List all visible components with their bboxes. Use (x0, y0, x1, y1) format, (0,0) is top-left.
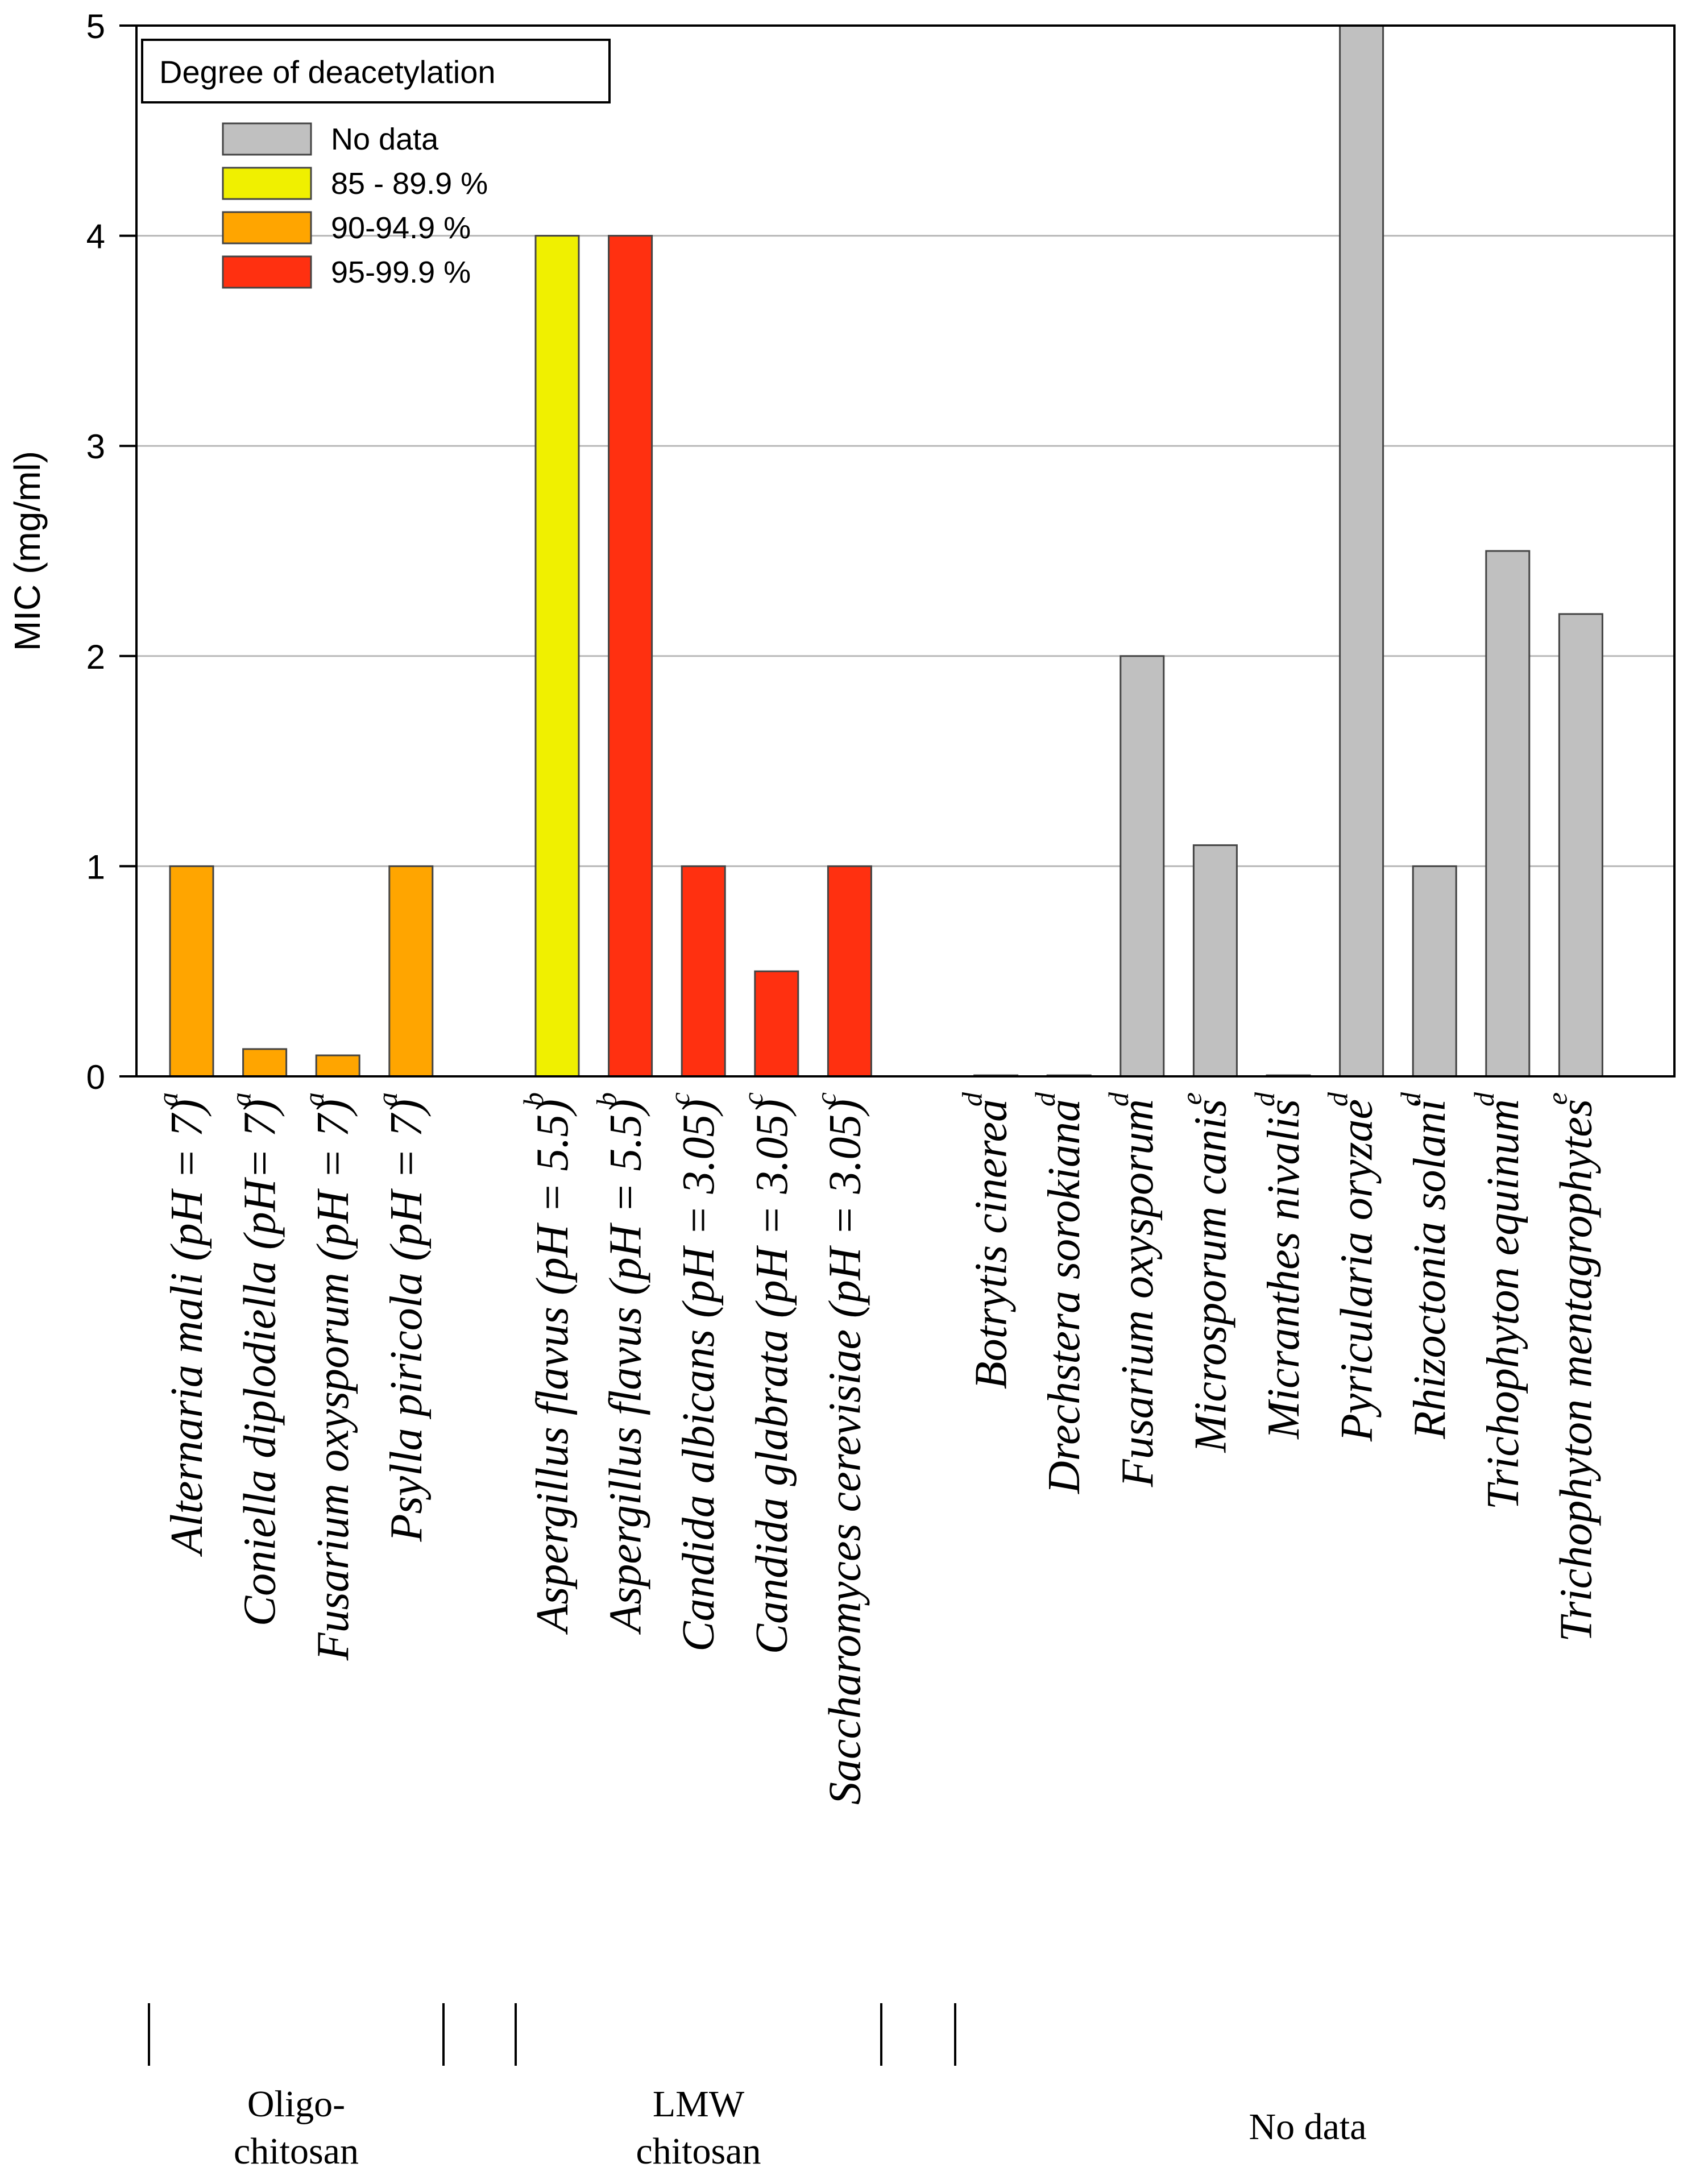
bar (534, 235, 580, 1078)
x-tick-label: Rhizoctonia solani (1405, 1099, 1455, 1440)
bar (1485, 550, 1531, 1078)
legend-entry-label: 95-99.9 % (331, 255, 471, 289)
reference-letter: e (1541, 1092, 1573, 1105)
x-tick-label: Micranthes nivalis (1259, 1099, 1309, 1440)
reference-letter: d (1468, 1092, 1500, 1106)
x-tick-label: Microsporum canis (1185, 1099, 1235, 1453)
y-tick-label: 5 (86, 7, 105, 45)
x-tick-label: Psylla piricola (pH = 7) (382, 1099, 432, 1542)
x-tick-label: Saccharomyces cerevisiae (pH = 3.05) (820, 1099, 870, 1805)
bar (608, 235, 653, 1078)
y-tick-label: 0 (86, 1058, 105, 1096)
x-tick-label: Drechstera sorokiana (1039, 1099, 1089, 1494)
x-tick-label: Aspergillus flavus (pH = 5.5) (528, 1099, 578, 1635)
reference-letter: a (152, 1092, 184, 1106)
reference-letter: d (956, 1092, 988, 1106)
reference-letter: c (664, 1092, 695, 1105)
bar (827, 865, 872, 1078)
group-label-line2: chitosan (234, 2131, 359, 2172)
bar (169, 865, 214, 1078)
bar-series (169, 24, 1603, 1078)
legend-swatch (222, 167, 312, 200)
reference-letter: e (1175, 1092, 1207, 1105)
legend: Degree of deacetylation No data 85 - 89.9… (141, 39, 611, 289)
reference-letter: b (591, 1092, 623, 1106)
group-brackets: Oligo-chitosan LMW chitosan No data (148, 2003, 1367, 2172)
bar (681, 865, 726, 1078)
group-label-line2: chitosan (636, 2131, 761, 2172)
group-label-line1: Oligo- (247, 2083, 345, 2125)
reference-letter: d (1029, 1092, 1061, 1106)
legend-entry-label: 85 - 89.9 % (331, 167, 488, 201)
legend-swatch (222, 211, 312, 244)
reference-letter: a (371, 1092, 403, 1106)
group-label-line1: LMW (653, 2083, 745, 2125)
x-axis-labels: Alternaria mali (pH = 7)a Coniella diplod… (152, 1092, 1601, 1805)
bar (1558, 613, 1603, 1078)
reference-letter: d (1102, 1092, 1134, 1106)
reference-letter: d (1249, 1092, 1280, 1106)
reference-letter: a (298, 1092, 330, 1106)
plot-frame (135, 24, 1676, 1078)
legend-title: Degree of deacetylation (159, 54, 496, 90)
y-tick-label: 1 (86, 848, 105, 886)
y-tick-label: 4 (86, 218, 105, 256)
group-label: No data (1249, 2106, 1366, 2148)
x-tick-label: Fusarium oxysporum (1113, 1099, 1163, 1487)
legend-swatch (222, 122, 312, 156)
x-tick-label: Pyricularia oryzae (1332, 1099, 1382, 1442)
bar (754, 970, 799, 1078)
legend-title-box (141, 39, 611, 103)
bar (1119, 655, 1165, 1078)
bar (315, 1054, 360, 1078)
bar (1412, 865, 1457, 1078)
legend-entry-label: 90-94.9 % (331, 211, 471, 245)
x-tick-label: Candida glabrata (pH = 3.05) (747, 1099, 797, 1654)
x-tick-label: Alternaria mali (pH = 7) (162, 1099, 212, 1557)
x-tick-label: Candida albicans (pH = 3.05) (674, 1099, 724, 1652)
x-tick-label: Trichophyton equinum (1478, 1099, 1528, 1510)
bar (1192, 844, 1238, 1078)
bar (388, 865, 434, 1078)
y-axis: 0 1 2 3 4 5 (86, 7, 136, 1096)
y-tick-label: 2 (86, 638, 105, 676)
reference-letter: c (810, 1092, 841, 1105)
x-tick-label: Aspergillus flavus (pH = 5.5) (601, 1099, 651, 1635)
x-tick-label: Fusarium oxysporum (pH = 7) (308, 1099, 358, 1661)
reference-letter: a (225, 1092, 257, 1106)
reference-letter: c (737, 1092, 769, 1105)
legend-entry-label: No data (331, 122, 439, 156)
reference-letter: d (1395, 1092, 1427, 1106)
reference-letter: d (1322, 1092, 1354, 1106)
x-tick-label: Trichophyton mentagrophytes (1551, 1099, 1601, 1642)
legend-swatch (222, 255, 312, 289)
y-tick-label: 3 (86, 428, 105, 466)
x-tick-label: Coniella diplodiella (pH= 7) (235, 1099, 285, 1626)
bar (242, 1048, 288, 1078)
y-axis-label: MIC (mg/ml) (7, 451, 48, 651)
reference-letter: b (517, 1092, 549, 1106)
x-tick-label: Botrytis cinerea (967, 1099, 1017, 1389)
bar (1339, 24, 1384, 1078)
